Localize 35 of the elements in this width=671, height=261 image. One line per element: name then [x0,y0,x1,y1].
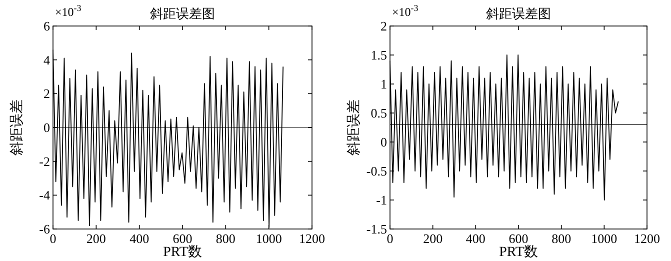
y-tick-label: 2 [44,86,50,102]
y-tick-label: 1 [380,76,387,92]
y-tick-label: 1.5 [370,48,387,62]
y-tick-label: -1.5 [366,222,387,236]
x-axis-title: PRT数 [499,244,538,260]
y-tick-label: -4 [39,188,50,203]
y-tick-label: -6 [39,222,50,236]
text: ×10$^{-3}$ [392,3,419,19]
x-tick-label: 600 [172,231,192,246]
y-axis-title: 斜距误差 [346,100,362,156]
y-tick-label: -1 [376,192,387,208]
y-tick-label: 0.5 [370,106,387,120]
x-tick-label: 800 [216,231,236,246]
y-tick-label: 6 [44,18,50,34]
y-tick-label: 2 [380,18,387,34]
y-tick-label: -2 [39,154,50,169]
x-tick-label: 600 [508,231,528,246]
chart-title: 斜距误差图 [150,6,215,21]
x-tick-label: 200 [86,231,106,246]
y-tick-label: -0.5 [366,164,387,178]
x-tick-label: 1200 [634,231,660,246]
y-tick-label: 0 [380,134,387,150]
x-tick-label: 800 [552,231,572,246]
x-tick-label: 400 [466,231,486,246]
x-tick-label: 1000 [256,231,282,246]
y-axis-title: 斜距误差 [9,100,25,156]
x-tick-label: 1200 [299,231,325,246]
x-tick-label: 200 [423,231,443,246]
chart-title: 斜距误差图 [486,6,551,21]
text: ×10$^{-3}$ [55,3,82,19]
y-tick-label: 0 [44,120,50,135]
y-tick-label: 4 [44,52,50,68]
x-tick-label: 400 [130,231,150,246]
x-tick-label: 1000 [591,231,618,246]
x-axis-title: PRT数 [163,244,202,260]
